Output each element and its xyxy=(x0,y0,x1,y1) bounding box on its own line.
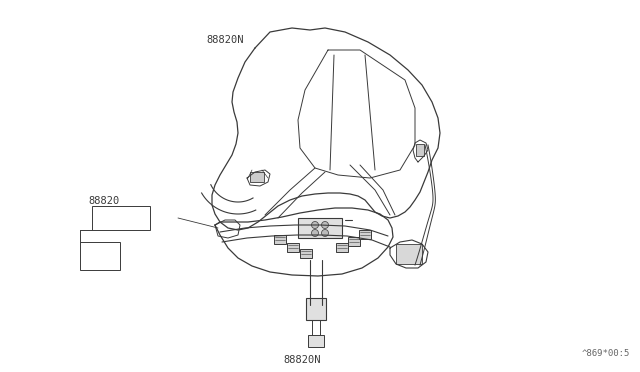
Circle shape xyxy=(312,230,319,237)
Circle shape xyxy=(321,221,328,228)
Bar xyxy=(80,242,120,270)
Text: ^869*00:5: ^869*00:5 xyxy=(582,349,630,358)
Bar xyxy=(359,230,371,239)
Bar xyxy=(306,298,326,320)
Bar xyxy=(287,243,299,252)
Text: 88820: 88820 xyxy=(88,196,120,206)
Bar xyxy=(308,335,324,347)
Bar xyxy=(300,249,312,258)
Bar xyxy=(92,206,150,230)
Bar xyxy=(298,218,342,238)
Bar xyxy=(348,237,360,246)
Bar xyxy=(336,243,348,252)
Bar xyxy=(250,172,264,182)
Bar xyxy=(274,235,286,244)
Text: 88820N: 88820N xyxy=(206,35,244,45)
Bar xyxy=(396,244,422,264)
Circle shape xyxy=(312,221,319,228)
Circle shape xyxy=(321,230,328,237)
Bar xyxy=(416,144,424,156)
Text: 88820N: 88820N xyxy=(284,355,321,365)
